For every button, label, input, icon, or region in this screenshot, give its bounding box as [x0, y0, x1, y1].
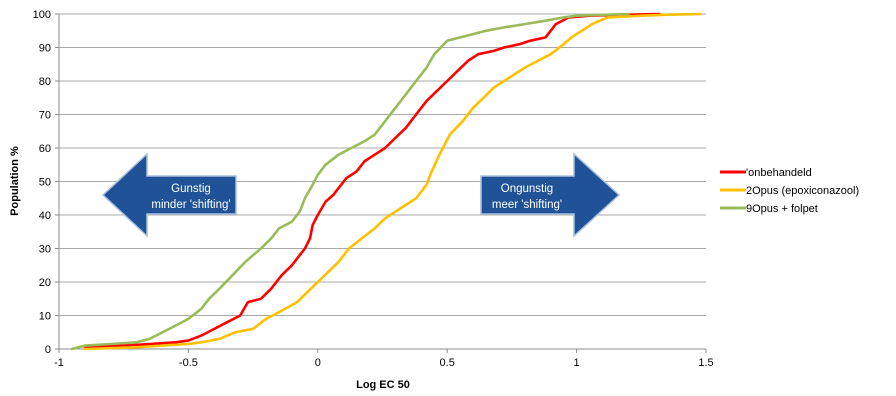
legend: 'onbehandeld 2Opus (epoxiconazool) 9Opus +…	[720, 167, 859, 215]
x-tick-labels: -1 -0.5 0 0.5 1 1.5	[54, 357, 714, 369]
x-axis-title: Log EC 50	[356, 379, 410, 391]
y-tick-label-1: 10	[39, 311, 51, 323]
unfavorable-arrow	[480, 152, 621, 238]
annotation-arrows: Gunstig minder 'shifting' Ongunstig meer…	[101, 152, 621, 238]
favorable-arrow	[101, 152, 237, 238]
y-tick-label-8: 80	[39, 76, 51, 88]
y-tick-label-9: 90	[39, 43, 51, 55]
x-tick-label-5: 1.5	[698, 357, 713, 369]
x-tick-label-4: 1	[574, 357, 580, 369]
legend-label-0: 'onbehandeld	[746, 167, 812, 179]
unfavorable-arrow-line1: Ongunstig	[501, 183, 553, 195]
x-tick-label-2: 0	[315, 357, 321, 369]
x-tick-label-3: 0.5	[440, 357, 455, 369]
series-line-1	[83, 12, 703, 351]
grid-lines	[59, 13, 706, 316]
axes	[55, 13, 707, 353]
y-tick-label-6: 60	[39, 143, 51, 155]
y-tick-label-7: 70	[39, 110, 51, 122]
y-tick-label-2: 20	[39, 277, 51, 289]
favorable-arrow-line1: Gunstig	[171, 183, 211, 195]
y-tick-label-4: 40	[39, 210, 51, 222]
y-tick-label-5: 50	[39, 177, 51, 189]
favorable-arrow-line2: minder 'shifting'	[151, 199, 230, 211]
y-tick-label-10: 100	[33, 9, 51, 21]
y-tick-labels: 0 10 20 30 40 50 60 70 80 90 100	[33, 9, 51, 356]
series-lines	[70, 12, 703, 351]
series-line-0	[83, 12, 661, 349]
legend-label-2: 9Opus + folpet	[746, 203, 818, 215]
y-tick-label-3: 30	[39, 244, 51, 256]
y-axis-title: Population %	[9, 146, 21, 216]
series-line-2	[70, 12, 630, 351]
x-tick-label-0: -1	[54, 357, 64, 369]
x-tick-label-1: -0.5	[179, 357, 198, 369]
y-tick-label-0: 0	[45, 344, 51, 356]
unfavorable-arrow-line2: meer 'shifting'	[492, 199, 562, 211]
legend-label-1: 2Opus (epoxiconazool)	[746, 185, 859, 197]
